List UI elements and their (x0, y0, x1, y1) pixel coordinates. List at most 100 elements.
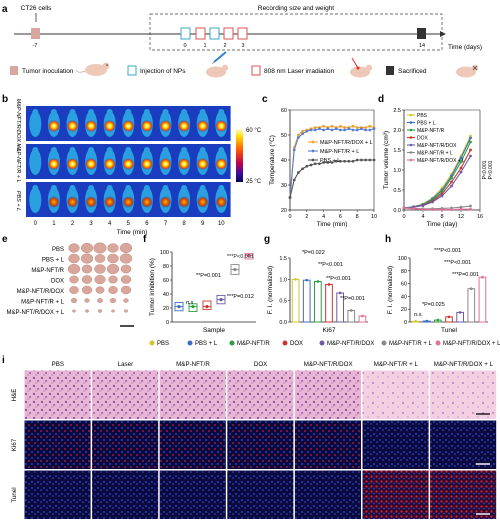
data-point (351, 128, 355, 132)
tumor-row-label: PBS (52, 247, 64, 253)
data-point (402, 206, 406, 210)
data-point (334, 127, 338, 131)
bar-point (447, 315, 451, 319)
data-point (431, 208, 434, 212)
thermal-time-tick: 4 (108, 221, 112, 227)
tumor-photo (123, 298, 129, 303)
tumor-hotspot (140, 120, 153, 132)
bar (347, 309, 356, 323)
tunel-chart: 0 20 40 60 80 100 Tunel F. I. (normalized) ***P<… (387, 248, 488, 334)
histology-image (362, 370, 429, 419)
data-point (450, 176, 453, 180)
legend-label: M&P-NFT/R + L (320, 149, 359, 155)
significance-label: *P=0.022 (302, 250, 325, 256)
data-point (469, 154, 472, 158)
mouse-head (162, 147, 169, 153)
x-tick-label: 6 (339, 214, 342, 220)
recording-label: Recording size and weight (258, 5, 334, 12)
data-point (297, 133, 300, 137)
tumor-hotspot (103, 158, 116, 170)
day-label: 0 (183, 43, 186, 49)
data-point (469, 140, 472, 144)
data-point (301, 132, 304, 136)
bar (467, 288, 476, 323)
y-axis-label: F. I. (normalized) (387, 266, 394, 314)
tumor-hotspot (196, 158, 209, 170)
box (244, 252, 254, 260)
tumor-row-label: M&P-NFT/R (31, 268, 64, 274)
y-axis-label: Tumor volume (cm³) (383, 131, 390, 189)
mouse-silhouette (29, 111, 42, 137)
recording-box (149, 13, 443, 51)
y-tick-label: 50 (281, 133, 287, 139)
tumor-hotspot (47, 196, 60, 208)
panel-d: d 0 4 8 12 16 0.0 0.5 1.0 1.5 2.0 2.5 Time (day) Tum… (378, 94, 494, 228)
data-point (364, 126, 367, 129)
tumor-hotspot (178, 120, 191, 132)
legend-label: PBS (157, 341, 169, 347)
tumor-photo-grid: PBS PBS + L M&P-NFT/R DOX M&P-NFT/R/DOX M&P-N… (6, 242, 133, 316)
tumor-photo (120, 264, 132, 274)
tumor-photo (69, 286, 79, 294)
panel-g: g 0.0 0.5 1.0 1.5 Ki67 F. I. (normalized) *P=0… (264, 234, 368, 334)
tumor-hotspot (215, 158, 228, 170)
thermal-scale-max: 60 °C (246, 128, 262, 134)
data-point (355, 128, 359, 132)
y-tick-label: 2.0 (393, 128, 401, 134)
legend-marker (311, 158, 315, 162)
mouse-head (88, 147, 95, 153)
y-tick-label: 0.0 (393, 208, 401, 214)
injection-marker (180, 27, 191, 40)
tumor-photo (95, 286, 105, 294)
thermal-row-label: M&P-NFT/R/DOX + L (15, 99, 21, 152)
y-tick-label: 80 (401, 269, 407, 275)
histology-image (430, 370, 497, 419)
data-point (301, 129, 304, 133)
y-tick-label: 20 (401, 307, 407, 313)
data-point (305, 164, 309, 168)
panel-letter-h: h (385, 234, 391, 245)
legend-label: DOX (290, 341, 303, 347)
y-axis-label: F. I. (normalized) (267, 266, 274, 314)
x-tick-label: 0 (288, 214, 291, 220)
legend-laser-label: 808 nm Laser irradiation (264, 68, 334, 75)
histology-column-label: M&P-NFT/R (176, 361, 210, 368)
data-point (339, 159, 342, 163)
histology-image (24, 470, 91, 519)
mouse-head (218, 147, 225, 153)
tumor-photo (120, 285, 132, 295)
x-tick-label: 0 (402, 214, 405, 220)
tumor-photo (97, 298, 103, 303)
mouse-syringe-icon (206, 51, 229, 78)
bar-point (361, 314, 364, 318)
histology-image (362, 420, 429, 469)
y-axis-label: Temperature (°C) (268, 135, 276, 185)
legend-label: M&P-NFT/R/DOX + L (417, 158, 465, 164)
tumor-hotspot (47, 158, 60, 170)
histology-image (24, 420, 91, 469)
data-point (343, 126, 346, 129)
legend-swatch (381, 340, 387, 346)
y-tick-label: 100 (398, 256, 407, 262)
data-point (364, 158, 367, 162)
histology-column-label: M&P-NFT/R/DOX (304, 361, 353, 368)
data-point (322, 124, 325, 128)
bar (302, 279, 311, 323)
legend-marker (409, 136, 413, 139)
panel-c: c 0 2 4 6 8 10 20 30 40 50 60 Time (min) Temperature… (262, 94, 377, 228)
data-point (412, 207, 415, 211)
significance-label: ***P=0.012 (227, 294, 254, 300)
thermal-colorbar (236, 128, 243, 182)
legend-sacrificed-swatch (386, 66, 394, 75)
significance-label: ***P=0.001 (452, 272, 479, 278)
y-tick-label: 60 (401, 282, 407, 288)
thermal-time-ticks: 0 1 2 3 4 5 6 7 8 9 10 (34, 221, 226, 227)
data-point (431, 200, 434, 204)
data-point (318, 162, 321, 166)
tumor-inhibition-chart: 0 20 40 60 80 100 Sample Tumor inhibition (%) **… (149, 250, 256, 334)
panel-letter-f: f (143, 234, 147, 245)
mouse-head (125, 185, 132, 191)
legend-label: M&P-NFT/R/DOX (327, 341, 374, 347)
legend-label: M&P-NFT/R/DOX (417, 143, 457, 149)
panel-letter-i: i (2, 355, 5, 366)
